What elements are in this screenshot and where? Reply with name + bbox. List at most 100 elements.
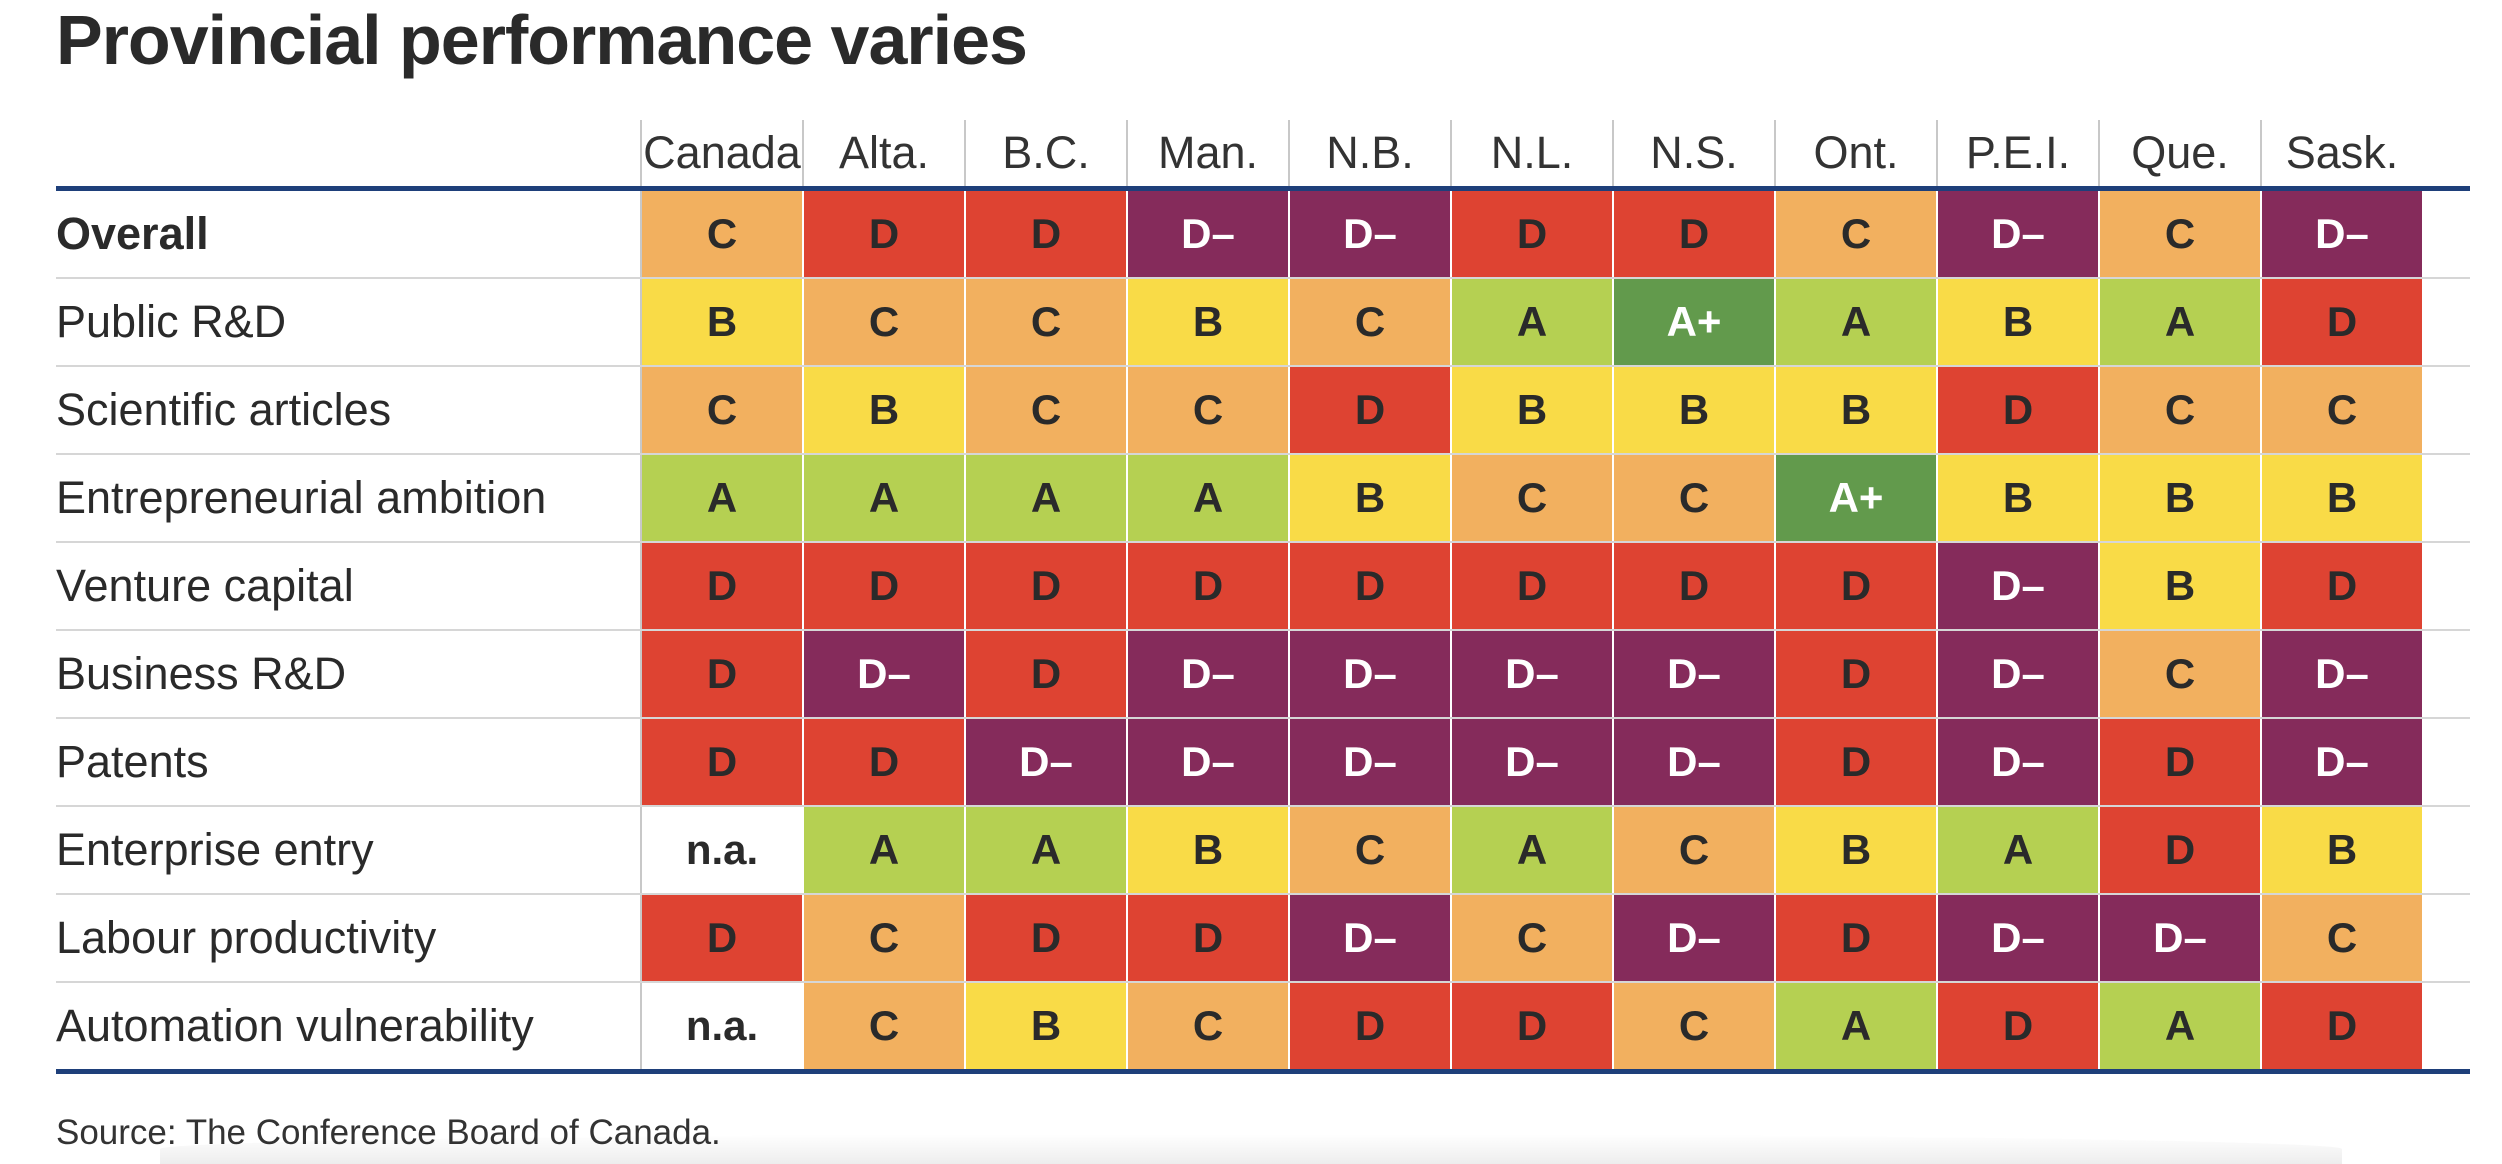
row-label: Venture capital xyxy=(56,560,354,611)
grade-cell: D xyxy=(1612,543,1774,629)
table-row: Automation vulnerability n.a. C B C D D C A D A D xyxy=(56,983,2470,1071)
row-label: Automation vulnerability xyxy=(56,1000,534,1051)
table-body: Overall C D D D– D– D D C D– C D– Public R&D B C C B C A A+… xyxy=(56,191,2470,1071)
grade-cell: D xyxy=(802,543,964,629)
grade-cell: D xyxy=(802,191,964,277)
grade-cell: B xyxy=(1288,455,1450,541)
grade-cell: A xyxy=(1126,455,1288,541)
table-row: Public R&D B C C B C A A+ A B A D xyxy=(56,279,2470,367)
grade-cell: C xyxy=(964,367,1126,453)
grade-cell: B xyxy=(640,279,802,365)
grade-cell: C xyxy=(1612,455,1774,541)
column-header: P.E.I. xyxy=(1936,120,2098,186)
grade-cell: C xyxy=(802,983,964,1069)
grade-cell: D xyxy=(1126,543,1288,629)
grade-cell: D xyxy=(1288,543,1450,629)
row-label: Public R&D xyxy=(56,296,287,347)
grade-cell: C xyxy=(2260,367,2422,453)
grade-cell: D xyxy=(1450,543,1612,629)
grade-cell: B xyxy=(2098,455,2260,541)
grade-cell: C xyxy=(2260,895,2422,981)
grade-cell: C xyxy=(1450,455,1612,541)
bottom-rule xyxy=(56,1069,2470,1074)
grade-cell: D– xyxy=(1126,191,1288,277)
grade-cell: D xyxy=(1936,983,2098,1069)
grade-cell: D xyxy=(640,543,802,629)
grade-cell: D– xyxy=(2260,191,2422,277)
grade-cell: D– xyxy=(2260,719,2422,805)
row-label: Entrepreneurial ambition xyxy=(56,472,547,523)
grade-cell: D xyxy=(2260,279,2422,365)
grade-cell: D xyxy=(2260,543,2422,629)
column-header: N.L. xyxy=(1450,120,1612,186)
row-label: Scientific articles xyxy=(56,384,392,435)
grade-cell: C xyxy=(2098,191,2260,277)
grade-cell: D xyxy=(1936,367,2098,453)
grade-cell: D xyxy=(640,631,802,717)
grade-cell: B xyxy=(1774,367,1936,453)
grade-cell: D– xyxy=(1126,719,1288,805)
grade-cell: D xyxy=(1450,191,1612,277)
grade-cell: D xyxy=(2098,719,2260,805)
table-row: Entrepreneurial ambition A A A A B C C A+ B B B xyxy=(56,455,2470,543)
source-note: Source: The Conference Board of Canada. xyxy=(56,1113,721,1152)
table-row: Business R&D D D– D D– D– D– D– D D– C D– xyxy=(56,631,2470,719)
grade-cell: C xyxy=(640,191,802,277)
grade-cell: A xyxy=(1450,807,1612,893)
grade-cell: A xyxy=(1774,279,1936,365)
column-header: Que. xyxy=(2098,120,2260,186)
grade-cell: D– xyxy=(1288,719,1450,805)
grade-cell: B xyxy=(802,367,964,453)
grade-cell: D– xyxy=(1936,191,2098,277)
grade-cell: D– xyxy=(1450,719,1612,805)
grade-cell: D xyxy=(964,543,1126,629)
grade-cell: D xyxy=(964,895,1126,981)
grade-cell: D– xyxy=(1612,719,1774,805)
grade-cell: D– xyxy=(802,631,964,717)
grade-cell: A xyxy=(964,455,1126,541)
column-header: Man. xyxy=(1126,120,1288,186)
grade-cell: D– xyxy=(1288,631,1450,717)
grade-cell: B xyxy=(2098,543,2260,629)
grade-cell: C xyxy=(1288,807,1450,893)
row-label: Overall xyxy=(56,208,209,259)
table-row: Scientific articles C B C C D B B B D C C xyxy=(56,367,2470,455)
grade-cell: D– xyxy=(1288,895,1450,981)
table-row: Labour productivity D C D D D– C D– D D– D– C xyxy=(56,895,2470,983)
grade-cell: D xyxy=(964,191,1126,277)
grade-cell: B xyxy=(964,983,1126,1069)
grade-cell: D– xyxy=(1936,631,2098,717)
grade-cell: B xyxy=(1774,807,1936,893)
grade-cell: n.a. xyxy=(640,983,802,1069)
grade-cell: D– xyxy=(1288,191,1450,277)
grade-cell: A+ xyxy=(1774,455,1936,541)
row-label: Enterprise entry xyxy=(56,824,374,875)
grade-cell: D xyxy=(1450,983,1612,1069)
grade-cell: B xyxy=(1450,367,1612,453)
grade-cell: A xyxy=(1450,279,1612,365)
grade-cell: D– xyxy=(1612,895,1774,981)
grade-cell: D xyxy=(2260,983,2422,1069)
grade-cell: C xyxy=(802,895,964,981)
table-row: Overall C D D D– D– D D C D– C D– xyxy=(56,191,2470,279)
grade-cell: A xyxy=(640,455,802,541)
grade-cell: C xyxy=(1774,191,1936,277)
column-header: Alta. xyxy=(802,120,964,186)
grade-cell: A xyxy=(1936,807,2098,893)
grade-cell: D– xyxy=(1936,895,2098,981)
grade-cell: D xyxy=(1774,895,1936,981)
grade-cell: C xyxy=(1450,895,1612,981)
table-row: Enterprise entry n.a. A A B C A C B A D B xyxy=(56,807,2470,895)
grade-cell: C xyxy=(1288,279,1450,365)
grade-cell: D– xyxy=(2260,631,2422,717)
grade-cell: C xyxy=(640,367,802,453)
column-header: Ont. xyxy=(1774,120,1936,186)
table-row: Patents D D D– D– D– D– D– D D– D D– xyxy=(56,719,2470,807)
grade-cell: D xyxy=(640,895,802,981)
grade-cell: D xyxy=(1774,631,1936,717)
grade-cell: D xyxy=(640,719,802,805)
column-header: B.C. xyxy=(964,120,1126,186)
grade-cell: A xyxy=(964,807,1126,893)
column-header: Canada xyxy=(640,120,802,186)
table-row: Venture capital D D D D D D D D D– B D xyxy=(56,543,2470,631)
